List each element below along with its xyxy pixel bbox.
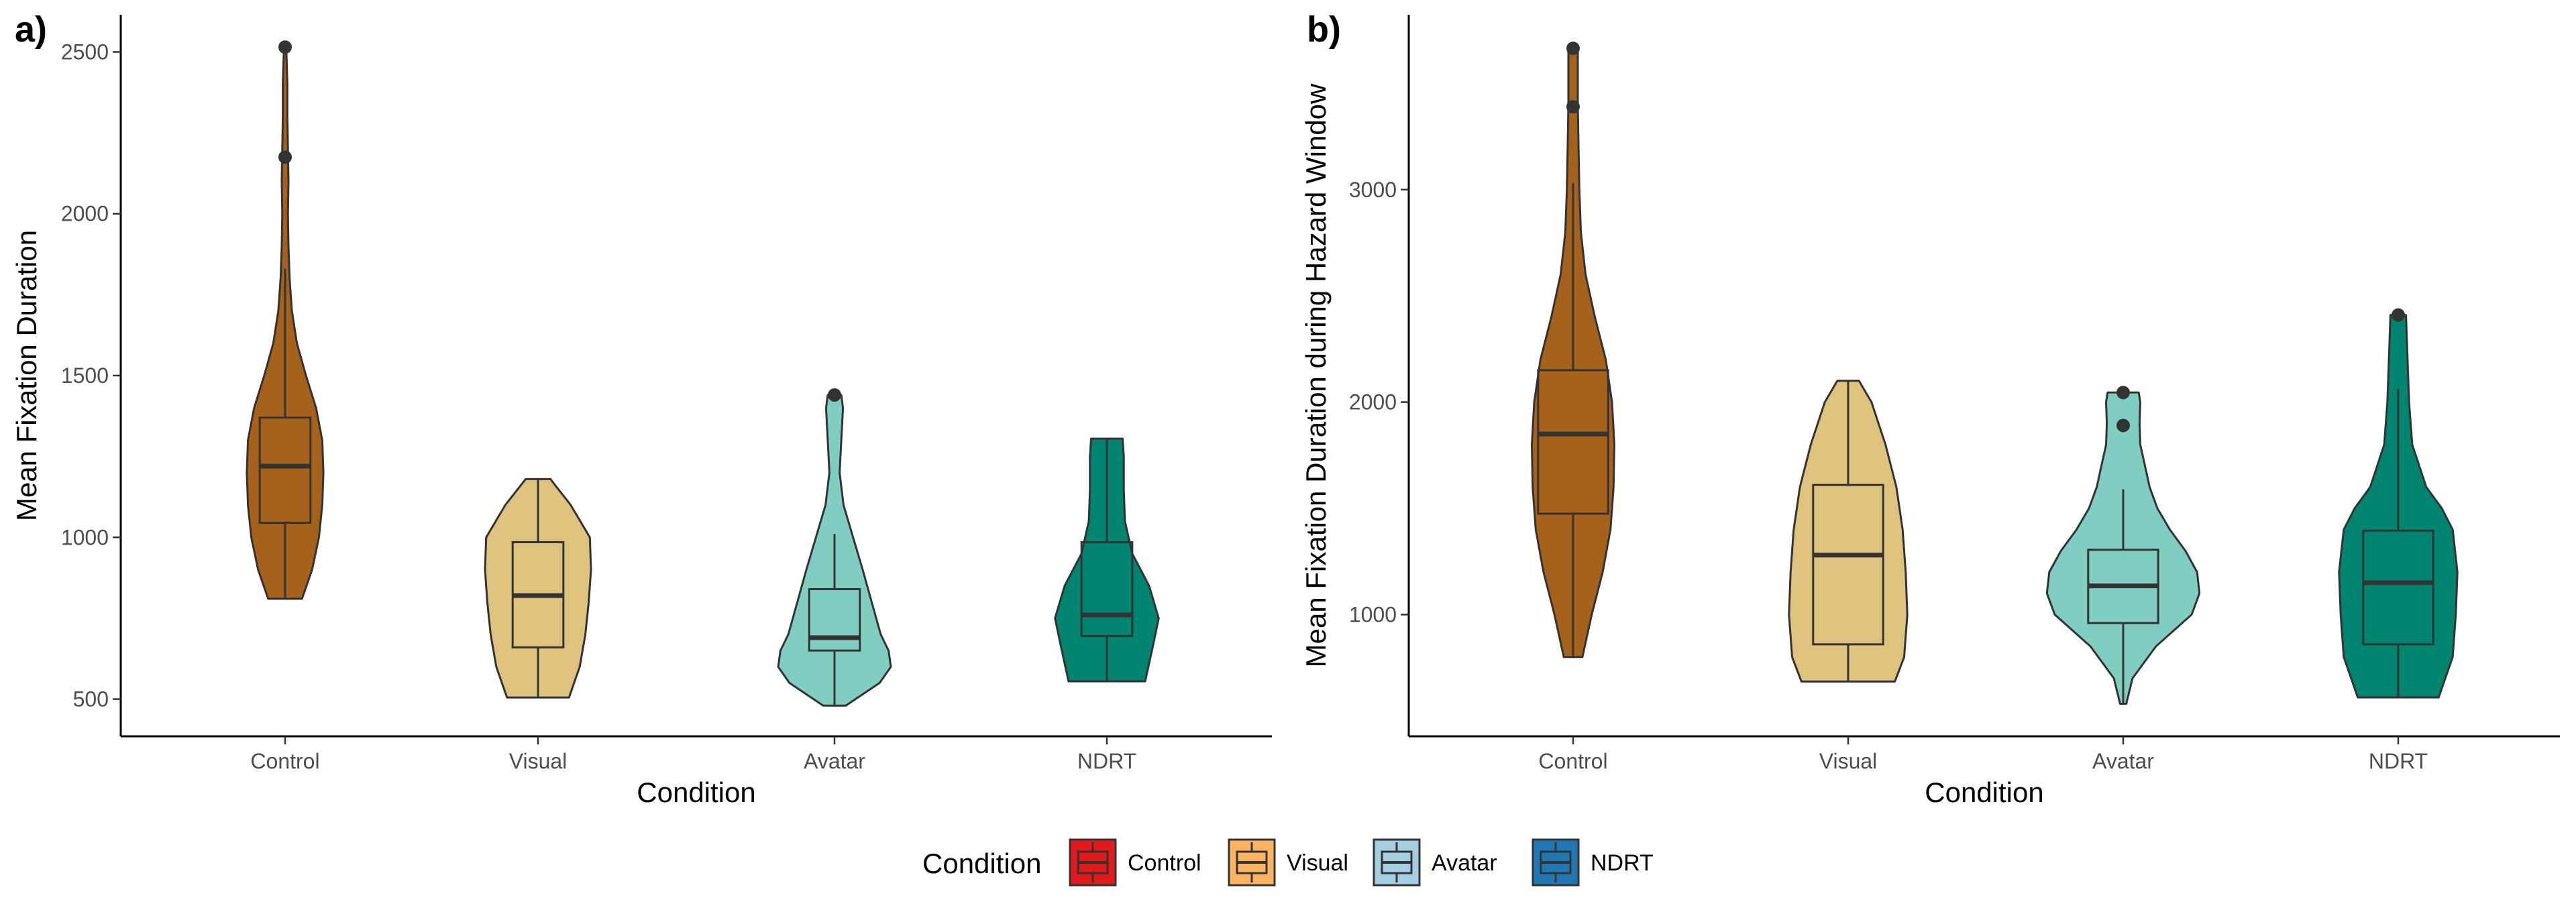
violin-visual (484, 477, 592, 699)
y-tick-label: 3000 (1349, 178, 1397, 202)
box-ndrt (1080, 541, 1134, 637)
legend-label: Visual (1287, 850, 1348, 876)
panel-b-y-axis-title: Mean Fixation Duration during Hazard Win… (1300, 83, 1332, 667)
y-tick-label: 1000 (1349, 602, 1397, 626)
legend-label: Avatar (1432, 850, 1497, 876)
x-tick-label: Avatar (804, 749, 865, 773)
y-tick-label: 1000 (61, 525, 109, 549)
x-tick-label: Control (250, 749, 319, 773)
outlier-point (1566, 42, 1580, 56)
panel-a-x-ticks: Control Visual Avatar NDRT (250, 736, 1136, 773)
y-tick-label: 2000 (1349, 390, 1397, 414)
x-tick-label: Visual (1819, 749, 1878, 773)
x-tick-label: Control (1538, 749, 1607, 773)
y-tick-label: 2000 (61, 202, 109, 226)
legend-item-visual: Visual (1228, 838, 1348, 887)
legend: Condition Control Visual Avatar NDRT (922, 838, 1654, 887)
x-tick-label: Visual (509, 749, 568, 773)
outlier-point (1566, 100, 1580, 114)
panel-a: a) 500 1000 1500 2000 2500 Control Visual Avat… (11, 9, 1272, 808)
box-control (258, 416, 312, 524)
y-tick-label: 2500 (61, 40, 109, 64)
legend-items: Control Visual Avatar NDRT (1069, 838, 1654, 887)
panel-a-x-axis-title: Condition (637, 777, 755, 808)
outlier-point (278, 40, 292, 54)
box-visual (1812, 484, 1884, 646)
panel-b-label: b) (1307, 9, 1341, 50)
box-ndrt (2362, 529, 2434, 646)
y-tick-label: 1500 (61, 363, 109, 388)
panel-b-plot (1531, 42, 2459, 705)
legend-item-control: Control (1069, 838, 1201, 887)
outlier-point (2116, 418, 2130, 433)
panel-a-plot (246, 40, 1160, 707)
x-tick-label: Avatar (2092, 749, 2154, 773)
x-tick-label: NDRT (1077, 749, 1136, 773)
legend-title: Condition (922, 848, 1041, 879)
outlier-point (278, 150, 292, 164)
violin-visual (1788, 380, 1909, 683)
outlier-point (2116, 386, 2130, 400)
legend-label: NDRT (1591, 850, 1654, 876)
panel-b-x-ticks: Control Visual Avatar NDRT (1538, 736, 2428, 773)
panel-b-y-ticks: 1000 2000 3000 (1349, 178, 1409, 626)
outlier-point (2392, 308, 2405, 322)
x-tick-label: NDRT (2369, 749, 2428, 773)
box-avatar (808, 587, 861, 652)
box-control (1537, 369, 1609, 515)
panel-a-y-ticks: 500 1000 1500 2000 2500 (61, 40, 121, 712)
panel-a-y-axis-title: Mean Fixation Duration (11, 230, 42, 521)
legend-item-avatar: Avatar (1373, 838, 1497, 887)
legend-label: Control (1128, 850, 1201, 876)
outlier-point (828, 388, 841, 402)
y-tick-label: 500 (73, 687, 109, 712)
panel-b-x-axis-title: Condition (1925, 777, 2043, 808)
legend-item-ndrt: NDRT (1532, 838, 1654, 887)
panel-a-label: a) (15, 9, 47, 50)
